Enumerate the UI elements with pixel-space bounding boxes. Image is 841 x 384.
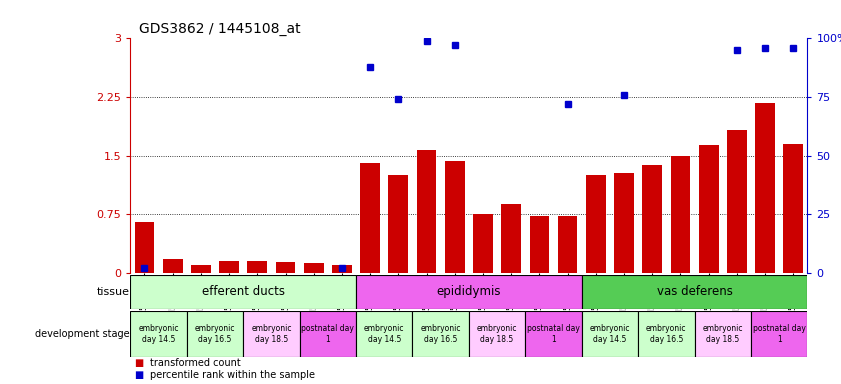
Text: tissue: tissue <box>97 287 130 297</box>
Bar <box>473 214 493 273</box>
Text: embryonic
day 14.5: embryonic day 14.5 <box>138 324 179 344</box>
Text: embryonic
day 16.5: embryonic day 16.5 <box>195 324 235 344</box>
Bar <box>243 311 299 357</box>
Bar <box>558 217 578 273</box>
Bar <box>727 130 747 273</box>
Text: embryonic
day 16.5: embryonic day 16.5 <box>420 324 461 344</box>
Bar <box>783 144 803 273</box>
Text: embryonic
day 16.5: embryonic day 16.5 <box>646 324 686 344</box>
Bar <box>638 311 695 357</box>
Bar <box>530 217 549 273</box>
Text: postnatal day
1: postnatal day 1 <box>301 324 354 344</box>
Text: transformed count: transformed count <box>150 358 241 368</box>
Text: ■: ■ <box>135 358 147 368</box>
Bar <box>187 311 243 357</box>
Text: development stage: development stage <box>35 329 130 339</box>
Bar <box>614 174 634 273</box>
Bar <box>445 161 464 273</box>
Bar <box>220 261 239 273</box>
Bar <box>360 163 380 273</box>
Text: efferent ducts: efferent ducts <box>202 285 285 298</box>
Text: percentile rank within the sample: percentile rank within the sample <box>150 370 315 380</box>
Bar <box>526 311 582 357</box>
Text: ■: ■ <box>135 370 147 380</box>
Bar <box>356 275 582 309</box>
Bar <box>416 150 436 273</box>
Bar <box>586 175 606 273</box>
Text: embryonic
day 18.5: embryonic day 18.5 <box>251 324 292 344</box>
Text: vas deferens: vas deferens <box>657 285 733 298</box>
Text: postnatal day
1: postnatal day 1 <box>753 324 806 344</box>
Bar <box>755 103 775 273</box>
Text: GDS3862 / 1445108_at: GDS3862 / 1445108_at <box>139 23 300 36</box>
Bar <box>695 311 751 357</box>
Bar <box>582 275 807 309</box>
Text: embryonic
day 14.5: embryonic day 14.5 <box>590 324 630 344</box>
Text: postnatal day
1: postnatal day 1 <box>527 324 580 344</box>
Bar <box>304 263 324 273</box>
Bar <box>699 146 718 273</box>
Bar <box>670 156 690 273</box>
Bar <box>130 275 356 309</box>
Text: embryonic
day 14.5: embryonic day 14.5 <box>364 324 405 344</box>
Bar <box>163 259 182 273</box>
Bar <box>247 261 267 273</box>
Bar <box>643 165 662 273</box>
Bar <box>299 311 356 357</box>
Bar <box>356 311 412 357</box>
Bar <box>751 311 807 357</box>
Bar <box>276 263 295 273</box>
Bar <box>191 265 211 273</box>
Text: embryonic
day 18.5: embryonic day 18.5 <box>702 324 743 344</box>
Bar <box>501 204 521 273</box>
Bar <box>135 222 155 273</box>
Text: epididymis: epididymis <box>436 285 501 298</box>
Bar <box>468 311 526 357</box>
Bar <box>332 265 352 273</box>
Text: embryonic
day 18.5: embryonic day 18.5 <box>477 324 517 344</box>
Bar <box>130 311 187 357</box>
Bar <box>389 175 408 273</box>
Bar <box>412 311 468 357</box>
Bar <box>582 311 638 357</box>
